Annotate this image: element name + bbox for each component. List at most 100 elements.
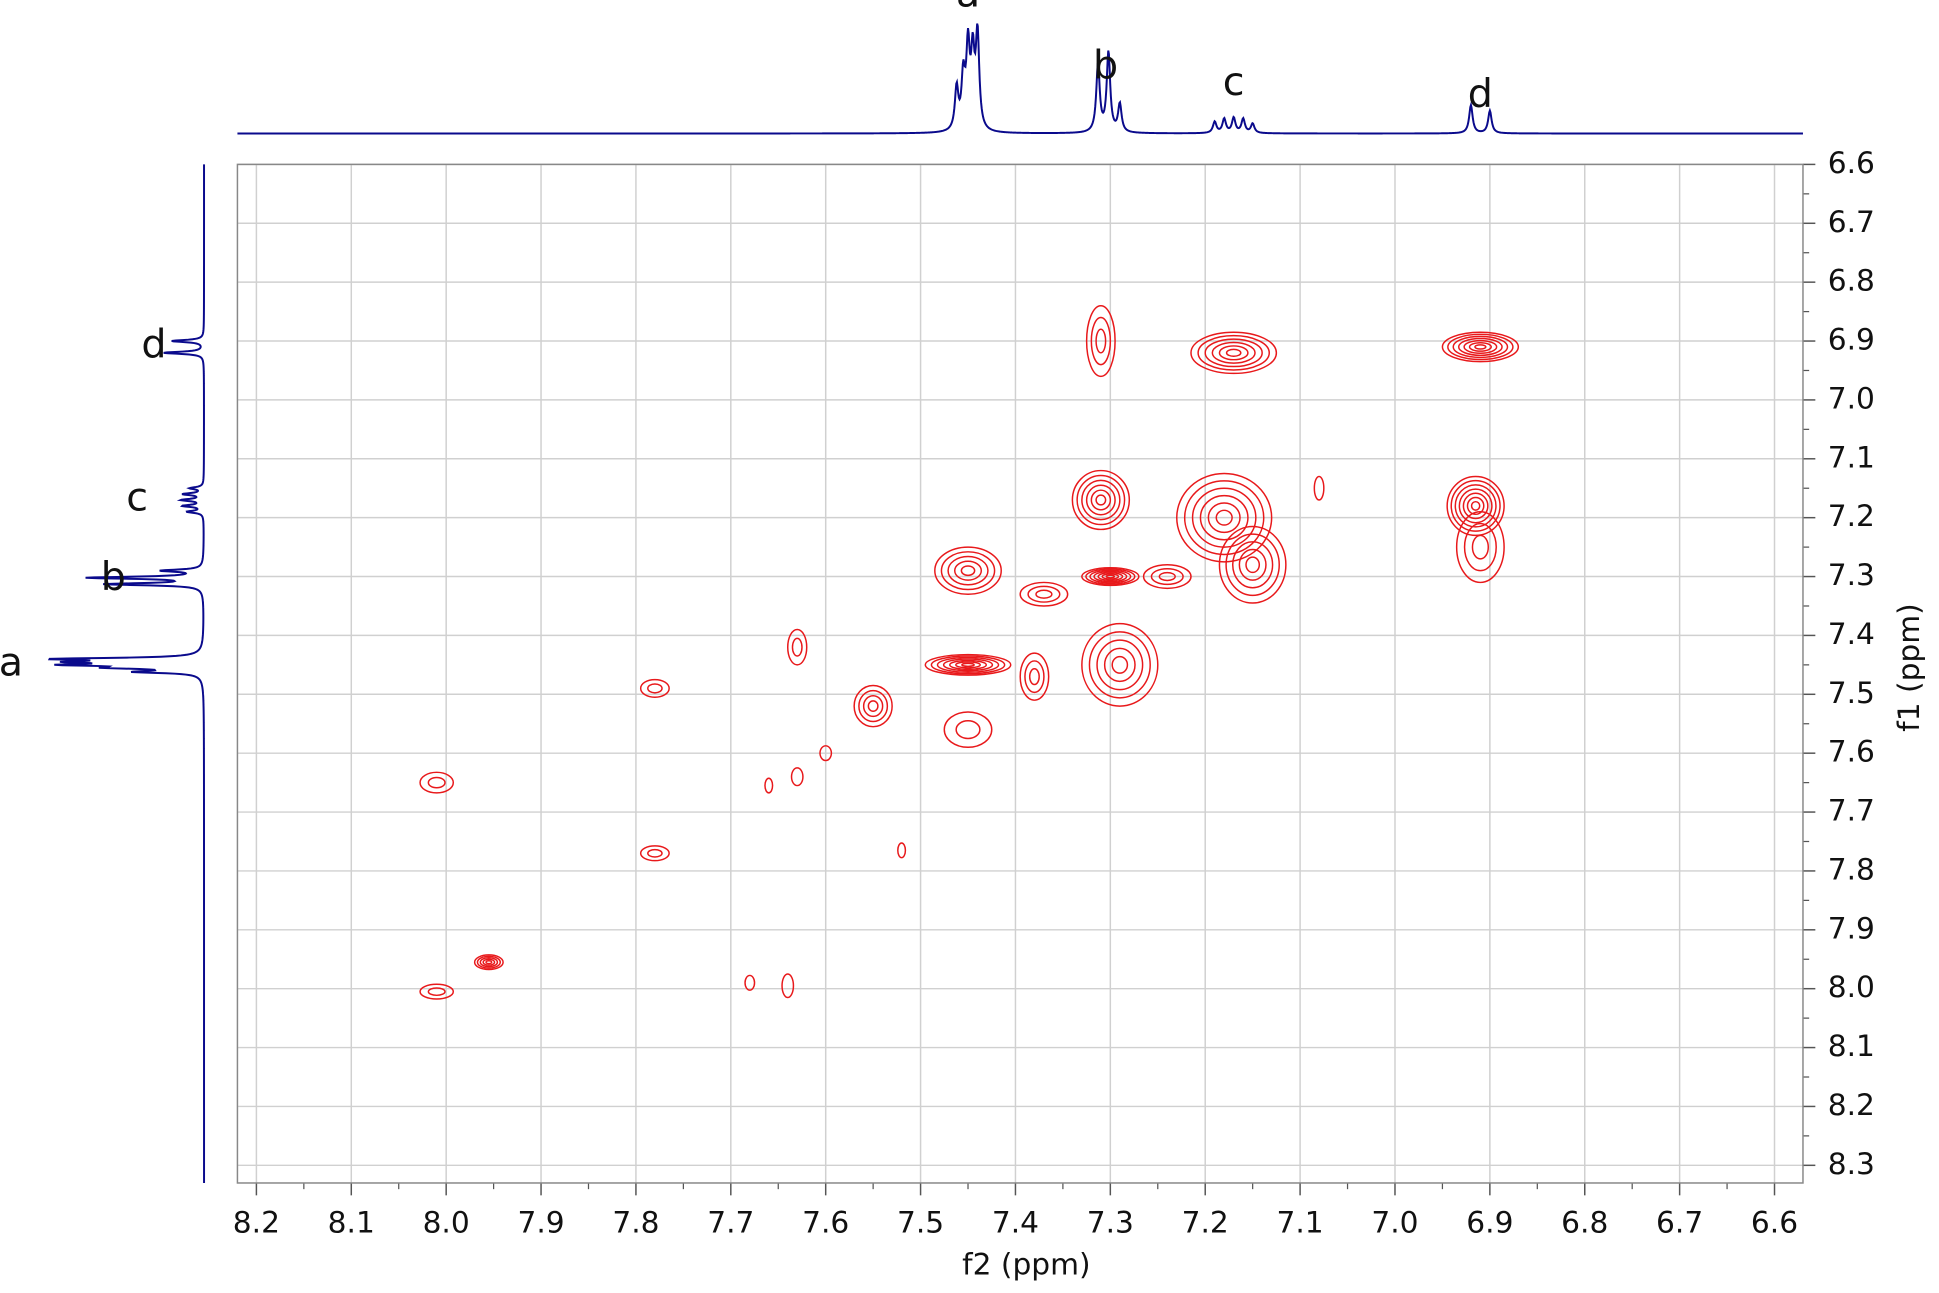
- contour: [1095, 328, 1107, 354]
- contour: [947, 555, 989, 586]
- y-tick-label: 7.8: [1828, 851, 1875, 886]
- contour: [1454, 484, 1497, 528]
- contour: [1446, 475, 1505, 537]
- plot-frame: [236, 163, 1804, 1184]
- x-tick-label: 8.1: [328, 1204, 375, 1239]
- contour: [1071, 469, 1131, 531]
- x-tick-label: 7.0: [1371, 1204, 1418, 1239]
- x-tick-label: 7.5: [897, 1204, 944, 1239]
- contour: [1090, 489, 1112, 511]
- peak-label: d: [1468, 71, 1493, 117]
- contour: [853, 684, 893, 728]
- contour: [1450, 479, 1501, 532]
- x-tick-label: 7.3: [1087, 1204, 1134, 1239]
- peak-label: c: [1223, 59, 1245, 105]
- contour: [479, 957, 499, 968]
- contour: [1238, 548, 1267, 581]
- peak-label: c: [126, 475, 148, 521]
- x-tick-label: 8.0: [423, 1204, 470, 1239]
- contour: [1085, 568, 1136, 585]
- contour: [1150, 567, 1184, 586]
- x-tick-label: 7.6: [802, 1204, 849, 1239]
- contour: [1085, 304, 1116, 378]
- x-tick-label: 7.2: [1182, 1204, 1229, 1239]
- contour: [1027, 585, 1061, 603]
- contour: [1019, 652, 1050, 701]
- contour: [942, 658, 994, 672]
- y-tick-label: 7.5: [1828, 675, 1875, 710]
- x-tick-label: 7.9: [517, 1204, 564, 1239]
- contour: [639, 678, 670, 698]
- contour: [1097, 572, 1124, 582]
- contour: [1474, 344, 1487, 350]
- contour: [1470, 500, 1481, 511]
- y-tick-label: 7.9: [1828, 910, 1875, 945]
- contour: [1085, 484, 1116, 516]
- peak-label: a: [956, 0, 980, 16]
- contour: [1462, 492, 1489, 520]
- y-tick-label: 8.0: [1828, 969, 1875, 1004]
- contour: [955, 720, 981, 740]
- x-tick-label: 6.6: [1751, 1204, 1798, 1239]
- contour: [1089, 569, 1132, 584]
- contour: [1471, 534, 1490, 560]
- x-tick-label: 7.8: [612, 1204, 659, 1239]
- x-tick-label: 6.7: [1656, 1204, 1703, 1239]
- contour: [1081, 566, 1140, 587]
- contour: [1095, 494, 1107, 506]
- contour: [961, 662, 975, 668]
- contour: [1096, 639, 1144, 691]
- y-tick-label: 7.3: [1828, 557, 1875, 592]
- contour: [1218, 345, 1249, 361]
- contour: [1441, 331, 1520, 363]
- contour: [1024, 660, 1045, 694]
- contour: [647, 683, 663, 694]
- contour: [476, 955, 501, 969]
- contour: [940, 551, 996, 591]
- y-tick-label: 6.8: [1828, 263, 1875, 298]
- contour: [1191, 487, 1257, 548]
- peak-label: b: [101, 554, 126, 600]
- contour: [867, 700, 879, 712]
- contour: [1463, 522, 1497, 572]
- contour: [862, 695, 884, 718]
- x-tick-label: 8.2: [233, 1204, 280, 1239]
- contour: [781, 973, 795, 999]
- contour: [1101, 573, 1120, 580]
- left-projection: [47, 164, 206, 1183]
- contour: [1105, 574, 1116, 579]
- contour: [936, 656, 1000, 673]
- contour: [1225, 348, 1242, 357]
- contour: [790, 767, 804, 787]
- contour: [1225, 533, 1280, 597]
- contour: [1019, 581, 1069, 607]
- x-tick-label: 7.7: [707, 1204, 754, 1239]
- y-tick-label: 7.0: [1828, 380, 1875, 415]
- contour: [419, 771, 455, 794]
- contour: [819, 745, 833, 762]
- contour: [1158, 571, 1176, 582]
- y-axis-label: f1 (ppm): [1891, 603, 1926, 731]
- contour: [1245, 556, 1261, 574]
- contour: [1028, 668, 1040, 686]
- contour: [924, 653, 1012, 676]
- contour: [1183, 480, 1265, 556]
- contour: [1458, 488, 1493, 524]
- contour: [1176, 472, 1273, 563]
- contour: [1466, 496, 1485, 516]
- contour: [744, 974, 756, 991]
- contour: [953, 560, 983, 581]
- contour: [1463, 339, 1498, 354]
- contour: [1142, 564, 1192, 590]
- contour: [897, 842, 907, 859]
- contour: [1035, 589, 1053, 599]
- peak-label: a: [0, 639, 23, 685]
- contour: [1081, 479, 1121, 521]
- y-tick-label: 7.4: [1828, 616, 1875, 651]
- y-tick-label: 8.3: [1828, 1146, 1875, 1181]
- contour: [1199, 494, 1249, 541]
- contour: [647, 848, 663, 858]
- contour: [1231, 541, 1274, 589]
- contour: [1204, 338, 1263, 368]
